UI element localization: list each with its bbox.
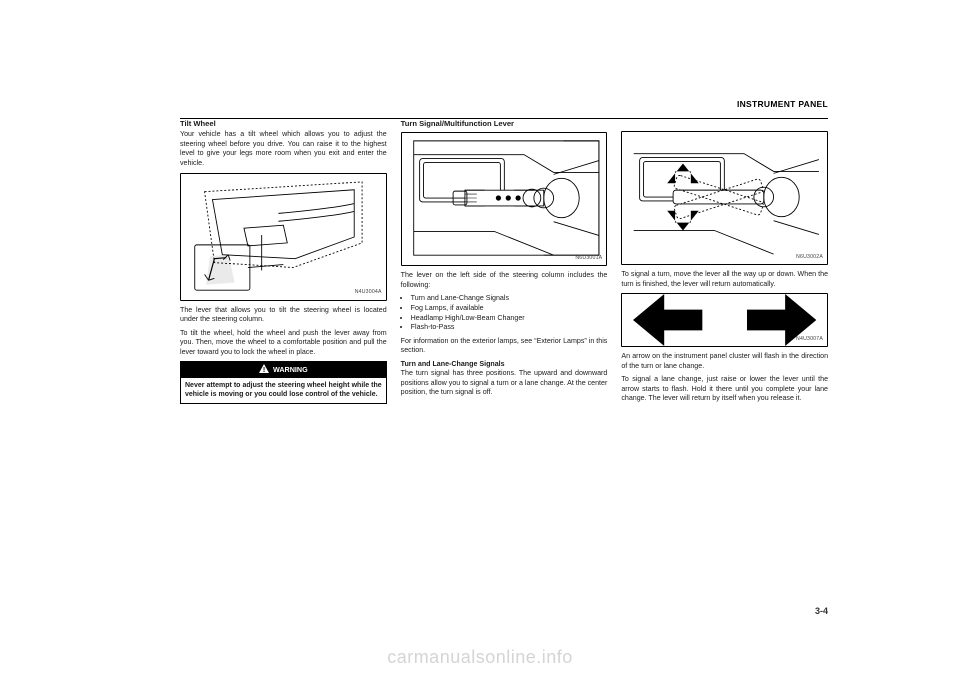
figure-number: N6U3002A [796, 254, 823, 261]
watermark: carmanualsonline.info [0, 647, 960, 668]
tilt-wheel-intro: Your vehicle has a tilt wheel which allo… [180, 130, 387, 168]
turn-signal-heading: Turn Signal/Multifunction Lever [401, 119, 608, 129]
warning-triangle-icon: ! [259, 364, 269, 376]
warning-header: ! WARNING [181, 362, 386, 378]
arrow-flash-info: An arrow on the instrument panel cluster… [621, 352, 828, 371]
warning-box: ! WARNING Never attempt to adjust the st… [180, 361, 387, 404]
figure-indicator-arrows: N4U3007A [621, 293, 828, 347]
header-title: INSTRUMENT PANEL [737, 99, 828, 109]
signal-turn-instruction: To signal a turn, move the lever all the… [621, 270, 828, 289]
columns: Tilt Wheel Your vehicle has a tilt wheel… [180, 115, 828, 408]
lane-change-instruction: To signal a lane change, just raise or l… [621, 375, 828, 404]
column-3: N6U3002A To signal a turn, move the leve… [621, 119, 828, 408]
list-item: Fog Lamps, if available [411, 304, 608, 314]
svg-text:!: ! [263, 367, 265, 373]
page-number: 3-4 [815, 606, 828, 616]
figure-number: N6U3001A [575, 255, 602, 262]
list-item: Headlamp High/Low-Beam Changer [411, 314, 608, 324]
lever-includes-intro: The lever on the left side of the steeri… [401, 271, 608, 290]
figure-multifunction-lever: N6U3001A [401, 132, 608, 266]
figure-number: N4U3007A [796, 336, 823, 343]
list-item: Flash-to-Pass [411, 323, 608, 333]
multifunction-lever-illustration [402, 133, 607, 265]
warning-body: Never attempt to adjust the steering whe… [181, 378, 386, 403]
column-2: Turn Signal/Multifunction Lever [401, 119, 608, 408]
arrow-left-icon [622, 294, 713, 346]
figure-tilt-wheel: N4U3004A [180, 173, 387, 301]
column-1: Tilt Wheel Your vehicle has a tilt wheel… [180, 119, 387, 408]
warning-label: WARNING [273, 365, 308, 375]
turn-lever-motion-illustration [622, 132, 827, 264]
tilt-wheel-heading: Tilt Wheel [180, 119, 387, 129]
tilt-lever-location: The lever that allows you to tilt the st… [180, 306, 387, 325]
figure-number: N4U3004A [355, 289, 382, 296]
figure-turn-lever-motion: N6U3002A [621, 131, 828, 265]
tilt-how-to: To tilt the wheel, hold the wheel and pu… [180, 329, 387, 358]
manual-page: INSTRUMENT PANEL Tilt Wheel Your vehicle… [180, 118, 828, 592]
lane-change-subheading: Turn and Lane-Change Signals [401, 360, 608, 370]
page-header: INSTRUMENT PANEL [180, 95, 828, 115]
lever-functions-list: Turn and Lane-Change Signals Fog Lamps, … [401, 294, 608, 332]
exterior-lamps-ref: For information on the exterior lamps, s… [401, 337, 608, 356]
list-item: Turn and Lane-Change Signals [411, 294, 608, 304]
turn-signal-positions: The turn signal has three positions. The… [401, 369, 608, 398]
tilt-wheel-illustration [181, 174, 386, 300]
